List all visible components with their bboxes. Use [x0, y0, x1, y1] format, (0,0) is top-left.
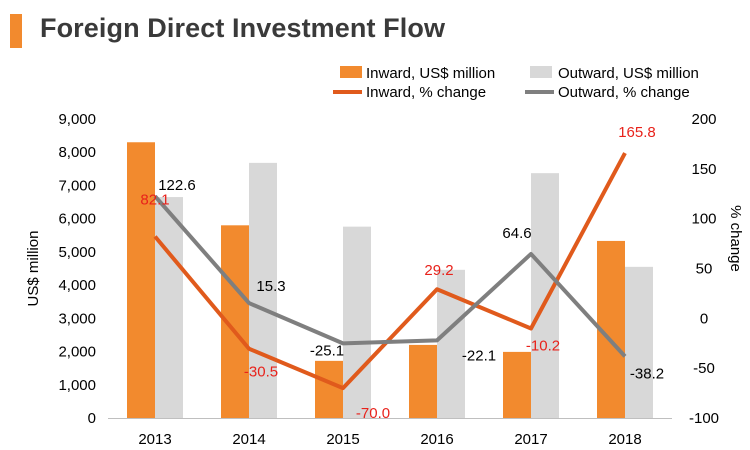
chart-title: Foreign Direct Investment Flow	[40, 13, 446, 43]
y2-tick-label: -100	[689, 410, 719, 427]
data-label-outward-2018: -38.2	[630, 365, 664, 382]
x-tick-label-2018: 2018	[608, 431, 641, 448]
legend-label-outward-bar: Outward, US$ million	[558, 65, 699, 82]
data-label-inward-2014: -30.5	[244, 364, 278, 381]
x-tick-label-2017: 2017	[514, 431, 547, 448]
y2-tick-label: 50	[696, 261, 713, 278]
legend-label-inward-line: Inward, % change	[366, 84, 486, 101]
data-label-outward-2014: 15.3	[256, 278, 285, 295]
title-accent-bar	[10, 14, 22, 48]
legend-label-inward-bar: Inward, US$ million	[366, 65, 495, 82]
x-tick-label-2016: 2016	[420, 431, 453, 448]
y-tick-label: 0	[88, 410, 96, 427]
y-tick-label: 7,000	[58, 177, 96, 194]
y-tick-label: 5,000	[58, 244, 96, 261]
bar-outward-2017	[531, 173, 559, 418]
data-label-inward-2016: 29.2	[424, 262, 453, 279]
data-label-inward-2017: -10.2	[526, 337, 560, 354]
data-label-inward-2013: 82.1	[140, 192, 169, 209]
y-tick-label: 2,000	[58, 344, 96, 361]
y2-axis-title: % change	[727, 205, 744, 272]
bar-outward-2018	[625, 266, 653, 418]
bar-outward-2014	[249, 162, 277, 418]
bar-inward-2015	[315, 360, 343, 418]
y2-tick-label: 0	[700, 310, 708, 327]
y2-tick-label: 200	[691, 111, 716, 128]
x-tick-label-2013: 2013	[138, 431, 171, 448]
bar-outward-2015	[343, 226, 371, 418]
y-tick-label: 1,000	[58, 377, 96, 394]
y-tick-label: 8,000	[58, 144, 96, 161]
y-tick-label: 9,000	[58, 111, 96, 128]
data-label-inward-2018: 165.8	[618, 124, 656, 141]
data-label-outward-2013: 122.6	[158, 177, 196, 194]
y-tick-label: 3,000	[58, 310, 96, 327]
bar-inward-2013	[127, 142, 155, 418]
data-label-outward-2016: -22.1	[462, 347, 496, 364]
x-tick-label-2014: 2014	[232, 431, 265, 448]
legend-swatch-outward-bar	[530, 66, 552, 78]
data-label-inward-2015: -70.0	[356, 405, 390, 422]
y2-tick-label: -50	[693, 360, 715, 377]
bar-inward-2016	[409, 344, 437, 418]
y2-tick-label: 150	[691, 161, 716, 178]
y-tick-label: 6,000	[58, 211, 96, 228]
y-axis-title: US$ million	[25, 231, 42, 307]
legend-label-outward-line: Outward, % change	[558, 84, 690, 101]
x-tick-label-2015: 2015	[326, 431, 359, 448]
bar-outward-2013	[155, 197, 183, 418]
data-label-outward-2015: -25.1	[310, 342, 344, 359]
bar-inward-2017	[503, 351, 531, 418]
y2-tick-label: 100	[691, 211, 716, 228]
legend-swatch-inward-bar	[340, 66, 362, 78]
line-outward-pct-change	[153, 194, 627, 358]
line-inward-pct-change	[153, 152, 627, 391]
y-tick-label: 4,000	[58, 277, 96, 294]
data-label-outward-2017: 64.6	[502, 225, 531, 242]
